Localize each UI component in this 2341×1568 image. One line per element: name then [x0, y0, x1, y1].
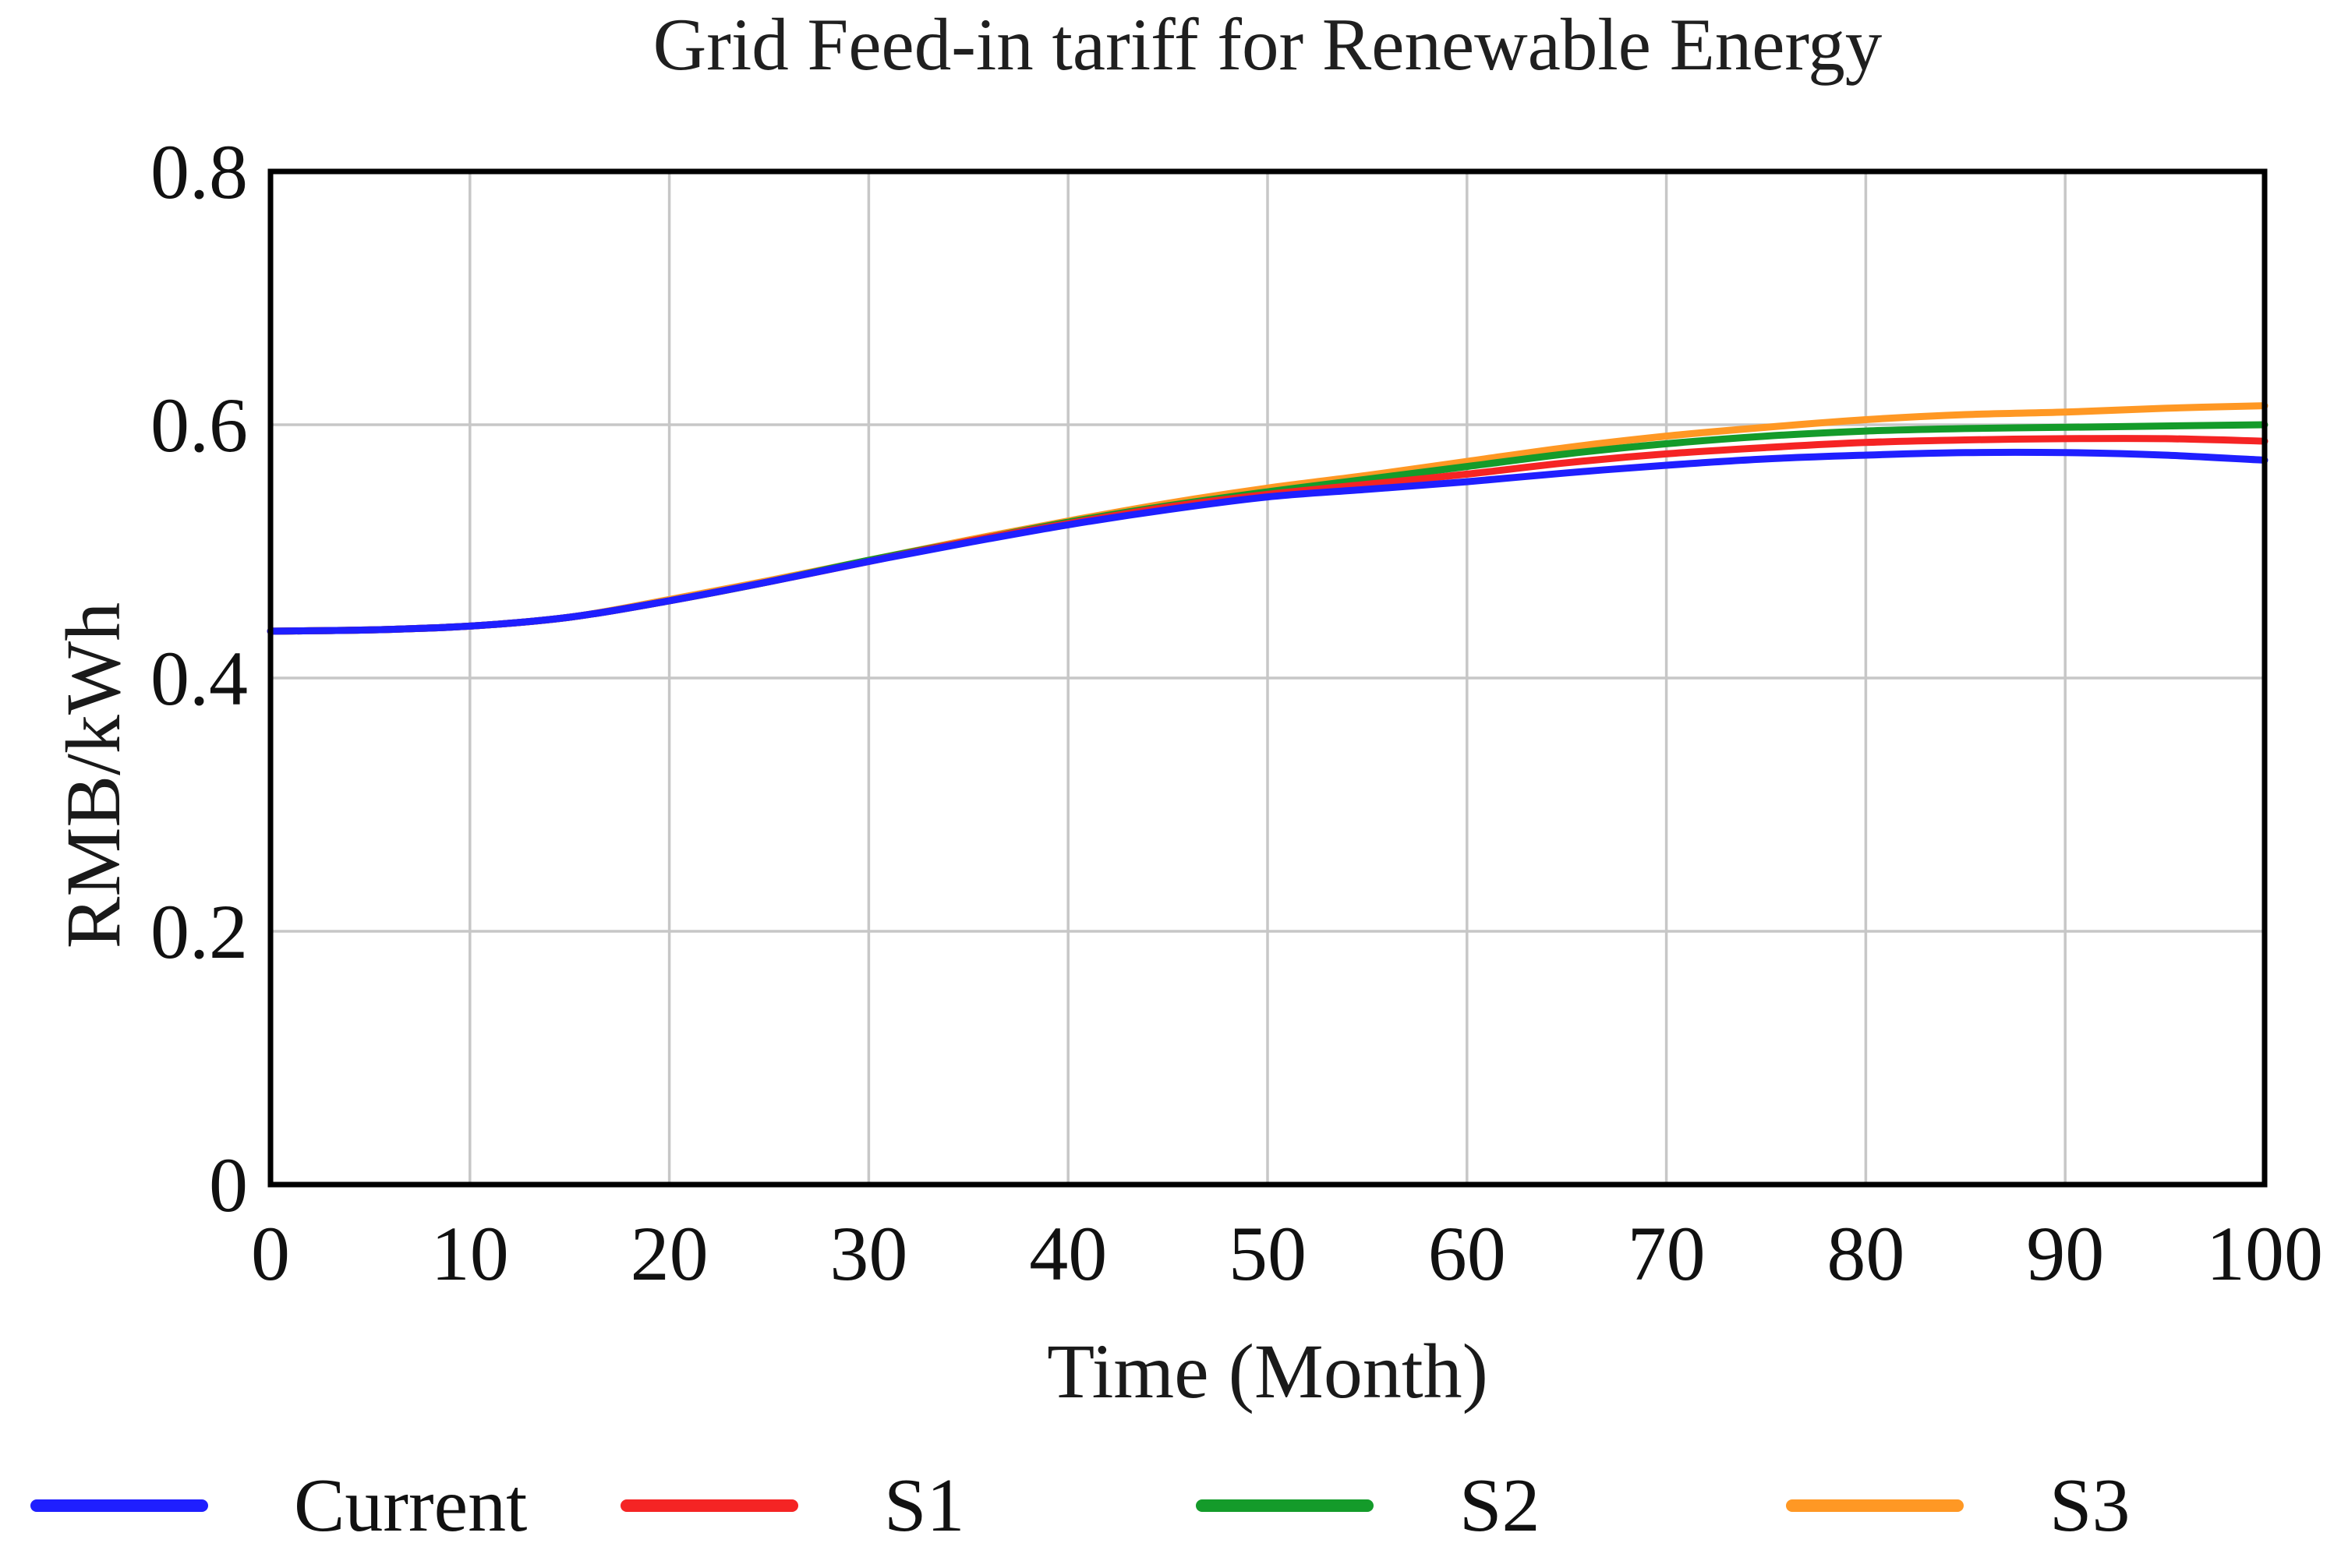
series-line-current — [267, 448, 2269, 635]
y-tick-label: 0.6 — [150, 382, 248, 468]
legend-swatch-s2 — [1196, 1499, 1374, 1512]
legend-label-s1: S1 — [884, 1464, 965, 1548]
legend-label-s2: S2 — [1459, 1464, 1540, 1548]
x-tick-label: 80 — [1826, 1210, 1904, 1297]
x-tick-label: 40 — [1029, 1210, 1107, 1297]
y-tick-label: 0.4 — [150, 635, 248, 722]
x-tick-label: 0 — [251, 1210, 290, 1297]
x-tick-label: 90 — [2026, 1210, 2104, 1297]
x-tick-label: 20 — [631, 1210, 709, 1297]
plot-frame — [267, 168, 2268, 1188]
legend-label-s3: S3 — [2049, 1464, 2131, 1548]
y-axis-label: RMB/kWh — [50, 602, 136, 949]
legend-swatch-current — [30, 1499, 208, 1512]
legend-label-current: Current — [294, 1464, 528, 1548]
legend-item-s2: S2 — [1196, 1459, 1540, 1552]
x-tick-label: 70 — [1628, 1210, 1706, 1297]
legend: Current S1 S2 S3 — [0, 1459, 2341, 1552]
y-tick-label: 0.2 — [150, 888, 248, 975]
x-tick-label: 30 — [829, 1210, 907, 1297]
x-tick-label: 50 — [1229, 1210, 1307, 1297]
y-tick-label: 0 — [209, 1142, 248, 1228]
legend-item-s1: S1 — [621, 1459, 965, 1552]
x-tick-label: 60 — [1428, 1210, 1506, 1297]
legend-swatch-s1 — [621, 1499, 798, 1512]
legend-item-s3: S3 — [1786, 1459, 2131, 1552]
x-tick-label: 100 — [2206, 1210, 2323, 1297]
x-tick-label: 10 — [431, 1210, 509, 1297]
chart-title: Grid Feed-in tariff for Renewable Energy — [652, 3, 1883, 86]
y-tick-label: 0.8 — [150, 129, 248, 215]
x-axis-label: Time (Month) — [1047, 1328, 1488, 1414]
legend-swatch-s3 — [1786, 1499, 1964, 1512]
legend-item-current: Current — [30, 1459, 527, 1552]
